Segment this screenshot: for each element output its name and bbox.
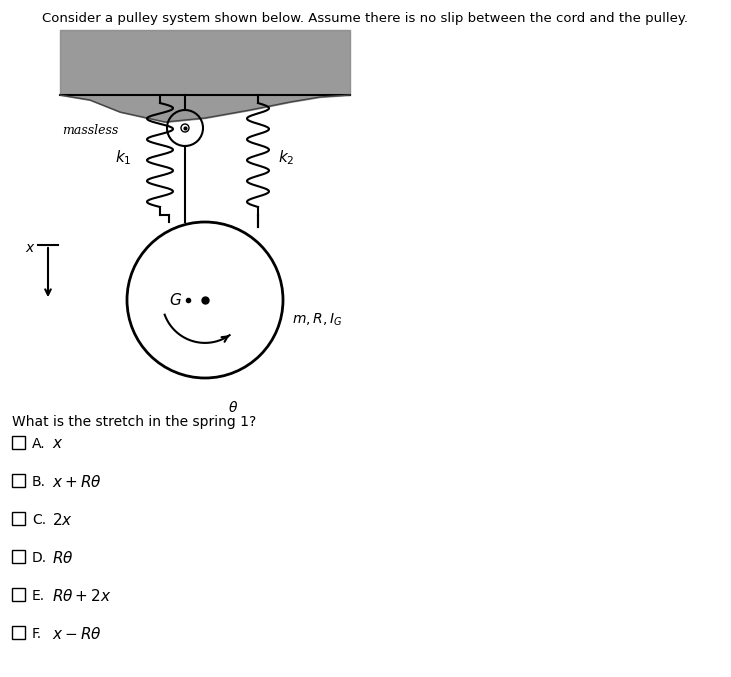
Text: $R\theta$: $R\theta$ bbox=[52, 550, 74, 566]
Text: $x$: $x$ bbox=[52, 437, 64, 452]
Text: C.: C. bbox=[32, 513, 46, 527]
Text: $x$: $x$ bbox=[25, 241, 35, 255]
Text: $k_2$: $k_2$ bbox=[278, 149, 295, 167]
Text: F.: F. bbox=[32, 627, 42, 641]
Text: $2x$: $2x$ bbox=[52, 512, 73, 528]
Text: $R\theta + 2x$: $R\theta + 2x$ bbox=[52, 588, 112, 604]
Bar bbox=[12, 436, 25, 449]
Text: E.: E. bbox=[32, 589, 45, 603]
Text: $\theta$: $\theta$ bbox=[228, 400, 238, 415]
Text: Consider a pulley system shown below. Assume there is no slip between the cord a: Consider a pulley system shown below. As… bbox=[42, 12, 688, 25]
Text: B.: B. bbox=[32, 475, 46, 489]
Bar bbox=[12, 550, 25, 563]
Text: $x - R\theta$: $x - R\theta$ bbox=[52, 626, 102, 642]
Text: $G$: $G$ bbox=[169, 292, 182, 308]
Text: A.: A. bbox=[32, 437, 45, 451]
Text: What is the stretch in the spring 1?: What is the stretch in the spring 1? bbox=[12, 415, 257, 429]
Text: $k_1$: $k_1$ bbox=[115, 149, 132, 167]
Text: $x + R\theta$: $x + R\theta$ bbox=[52, 474, 102, 490]
Bar bbox=[12, 588, 25, 601]
Bar bbox=[12, 474, 25, 487]
Text: massless: massless bbox=[61, 123, 118, 137]
Bar bbox=[12, 626, 25, 639]
Text: $m, R, I_G$: $m, R, I_G$ bbox=[292, 312, 343, 328]
Bar bbox=[12, 512, 25, 525]
Text: D.: D. bbox=[32, 551, 47, 565]
